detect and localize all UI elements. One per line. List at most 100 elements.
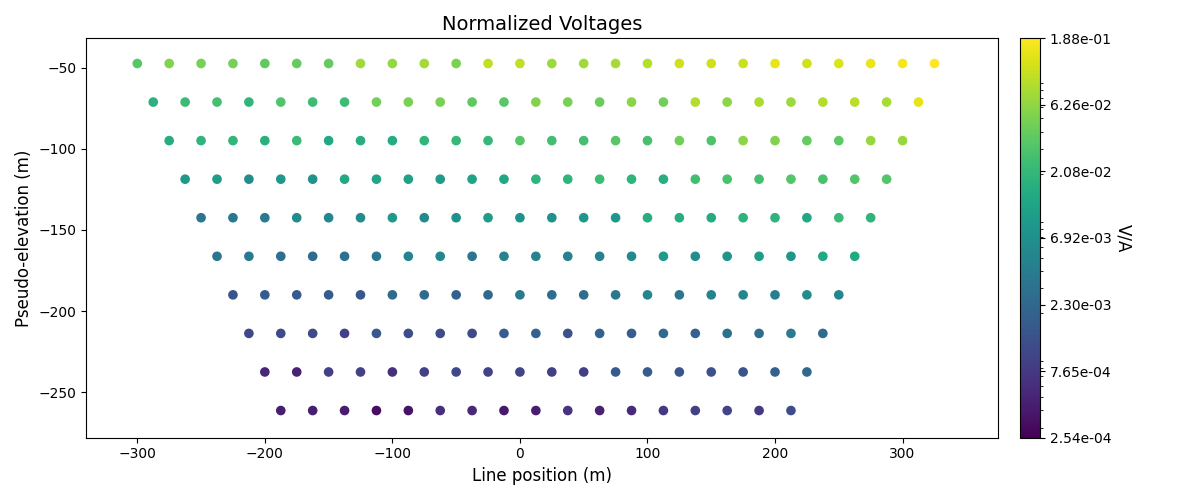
Point: [670, 214, 689, 222]
Point: [877, 175, 896, 183]
Point: [750, 175, 769, 183]
Point: [829, 136, 848, 144]
Point: [558, 98, 577, 106]
Point: [702, 136, 721, 144]
Point: [462, 330, 481, 338]
Point: [223, 60, 242, 68]
Point: [335, 330, 354, 338]
Point: [319, 291, 338, 299]
Point: [893, 60, 912, 68]
Point: [223, 136, 242, 144]
Point: [527, 252, 546, 260]
Point: [702, 60, 721, 68]
Point: [845, 175, 864, 183]
Point: [590, 330, 610, 338]
Point: [446, 136, 466, 144]
Point: [654, 330, 673, 338]
Point: [304, 98, 323, 106]
Title: Normalized Voltages: Normalized Voltages: [442, 15, 642, 34]
Point: [510, 136, 529, 144]
Point: [479, 368, 498, 376]
Point: [510, 291, 529, 299]
Point: [685, 330, 704, 338]
Point: [718, 406, 737, 414]
Point: [239, 252, 258, 260]
Point: [893, 136, 912, 144]
Point: [877, 98, 896, 106]
Point: [479, 136, 498, 144]
Point: [287, 368, 306, 376]
Point: [718, 252, 737, 260]
Point: [239, 98, 258, 106]
Point: [622, 175, 641, 183]
Point: [239, 330, 258, 338]
Point: [223, 214, 242, 222]
Point: [574, 60, 593, 68]
Point: [654, 252, 673, 260]
Point: [685, 98, 704, 106]
Point: [431, 406, 450, 414]
Point: [383, 214, 402, 222]
Y-axis label: Pseudo-elevation (m): Pseudo-elevation (m): [14, 150, 34, 326]
Point: [558, 252, 577, 260]
Point: [781, 406, 800, 414]
Point: [527, 406, 546, 414]
Point: [829, 291, 848, 299]
Point: [319, 214, 338, 222]
Point: [287, 214, 306, 222]
Point: [814, 98, 833, 106]
Point: [542, 136, 562, 144]
Point: [431, 98, 450, 106]
Point: [542, 214, 562, 222]
Point: [510, 60, 529, 68]
Point: [638, 60, 658, 68]
Point: [431, 252, 450, 260]
Point: [845, 252, 864, 260]
Point: [510, 214, 529, 222]
Point: [494, 252, 514, 260]
Point: [606, 60, 625, 68]
Point: [829, 60, 848, 68]
Point: [925, 60, 944, 68]
Point: [398, 330, 418, 338]
Point: [415, 214, 434, 222]
Point: [670, 368, 689, 376]
Point: [654, 406, 673, 414]
Point: [367, 252, 386, 260]
Point: [606, 291, 625, 299]
Point: [908, 98, 928, 106]
Point: [797, 291, 816, 299]
Point: [398, 98, 418, 106]
Point: [383, 291, 402, 299]
Point: [797, 214, 816, 222]
Point: [415, 291, 434, 299]
X-axis label: Line position (m): Line position (m): [473, 467, 612, 485]
Point: [733, 60, 752, 68]
Point: [781, 98, 800, 106]
Y-axis label: V/A: V/A: [1115, 224, 1133, 252]
Point: [670, 60, 689, 68]
Point: [702, 368, 721, 376]
Point: [462, 406, 481, 414]
Point: [718, 330, 737, 338]
Point: [256, 291, 275, 299]
Point: [638, 291, 658, 299]
Point: [144, 98, 163, 106]
Point: [398, 406, 418, 414]
Point: [350, 60, 370, 68]
Point: [574, 136, 593, 144]
Point: [192, 60, 211, 68]
Point: [781, 175, 800, 183]
Point: [750, 330, 769, 338]
Point: [350, 291, 370, 299]
Point: [415, 368, 434, 376]
Point: [814, 330, 833, 338]
Point: [527, 98, 546, 106]
Point: [622, 406, 641, 414]
Point: [622, 330, 641, 338]
Point: [398, 252, 418, 260]
Point: [271, 406, 290, 414]
Point: [781, 330, 800, 338]
Point: [718, 175, 737, 183]
Point: [781, 252, 800, 260]
